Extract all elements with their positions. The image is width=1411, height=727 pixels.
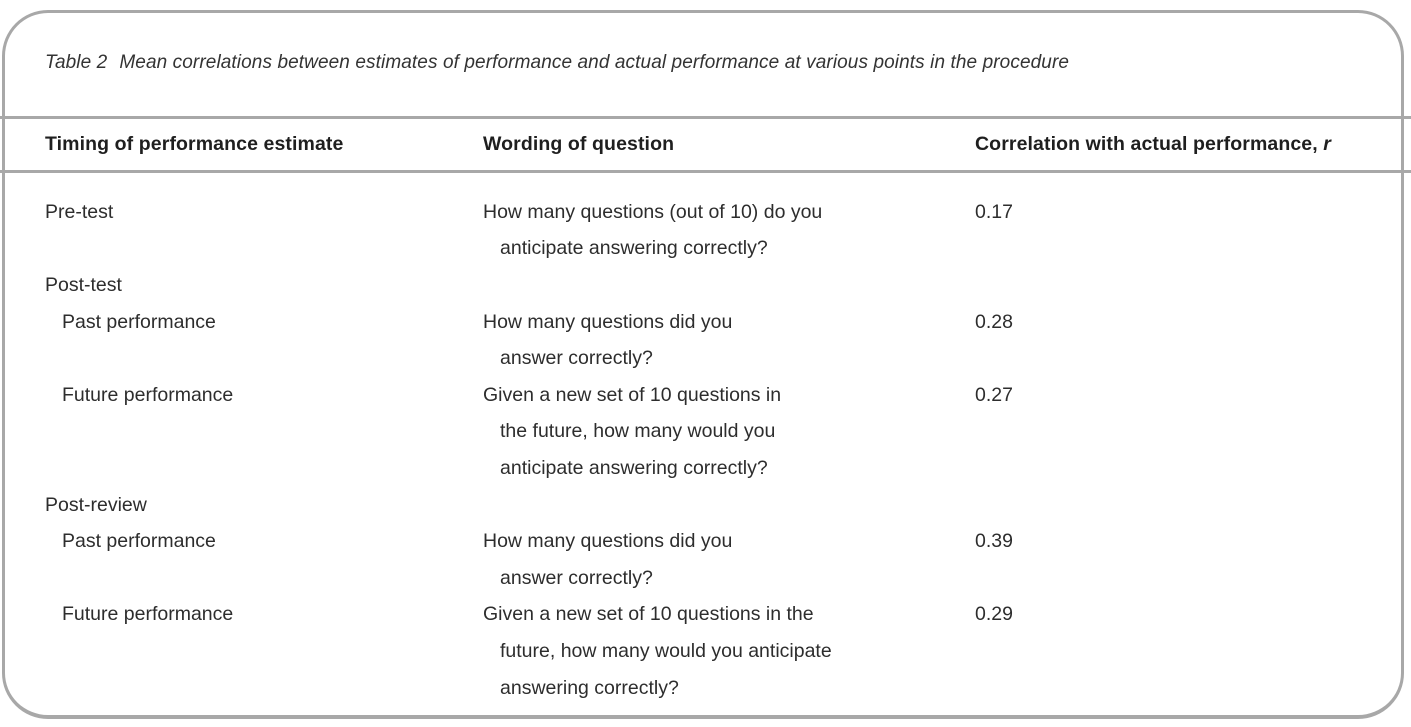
question-cell: answer correctly? — [500, 566, 653, 589]
table-row: Future performance Given a new set of 10… — [0, 377, 1411, 414]
timing-cell: Future performance — [62, 383, 234, 406]
timing-cell: Past performance — [62, 530, 216, 553]
table-row: anticipate answering correctly? — [0, 231, 1411, 268]
table-row: the future, how many would you — [0, 414, 1411, 451]
question-cell: How many questions (out of 10) do you — [483, 200, 823, 223]
table-row: Past performance How many questions did … — [0, 523, 1411, 560]
question-cell: answering correctly? — [500, 676, 679, 699]
correlation-cell: 0.28 — [975, 310, 1013, 333]
timing-cell: Future performance — [62, 603, 234, 626]
table-row: Past performance How many questions did … — [0, 304, 1411, 341]
question-cell: the future, how many would you — [500, 420, 776, 443]
table-frame — [2, 10, 1404, 719]
header-timing: Timing of performance estimate — [45, 133, 344, 155]
table-body: Pre-test How many questions (out of 10) … — [0, 194, 1411, 706]
header-top-rule — [0, 116, 1411, 119]
correlation-cell: 0.17 — [975, 200, 1013, 223]
table-caption-text: Mean correlations between estimates of p… — [119, 52, 1070, 73]
table-row: answer correctly? — [0, 560, 1411, 597]
table-row: Future performance Given a new set of 10… — [0, 597, 1411, 634]
correlation-cell: 0.27 — [975, 383, 1013, 406]
timing-cell: Post-review — [45, 493, 147, 516]
header-correlation: Correlation with actual performance, r — [975, 133, 1331, 155]
correlation-cell: 0.29 — [975, 603, 1013, 626]
table-row: Pre-test How many questions (out of 10) … — [0, 194, 1411, 231]
question-cell: anticipate answering correctly? — [500, 456, 768, 479]
header-correlation-r: r — [1323, 133, 1331, 155]
timing-cell: Pre-test — [45, 200, 114, 223]
question-cell: How many questions did you — [483, 310, 733, 333]
question-cell: How many questions did you — [483, 530, 733, 553]
question-cell: answer correctly? — [500, 347, 653, 370]
table-row: answering correctly? — [0, 670, 1411, 707]
table-row: Post-review — [0, 487, 1411, 524]
correlation-cell: 0.39 — [975, 530, 1013, 553]
table-row: answer correctly? — [0, 340, 1411, 377]
timing-cell: Past performance — [62, 310, 216, 333]
table-row: anticipate answering correctly? — [0, 450, 1411, 487]
question-cell: Given a new set of 10 questions in — [483, 383, 782, 406]
question-cell: future, how many would you anticipate — [500, 639, 832, 662]
table-caption-label: Table 2 — [45, 52, 108, 73]
header-wording: Wording of question — [483, 133, 675, 155]
table-row: future, how many would you anticipate — [0, 633, 1411, 670]
header-bottom-rule — [0, 170, 1411, 173]
timing-cell: Post-test — [45, 273, 122, 296]
table-caption: Table 2 Mean correlations between estimat… — [45, 52, 1069, 74]
table-header-row: Timing of performance estimate Wording o… — [0, 119, 1411, 170]
question-cell: anticipate answering correctly? — [500, 237, 768, 260]
question-cell: Given a new set of 10 questions in the — [483, 603, 814, 626]
table-row: Post-test — [0, 267, 1411, 304]
